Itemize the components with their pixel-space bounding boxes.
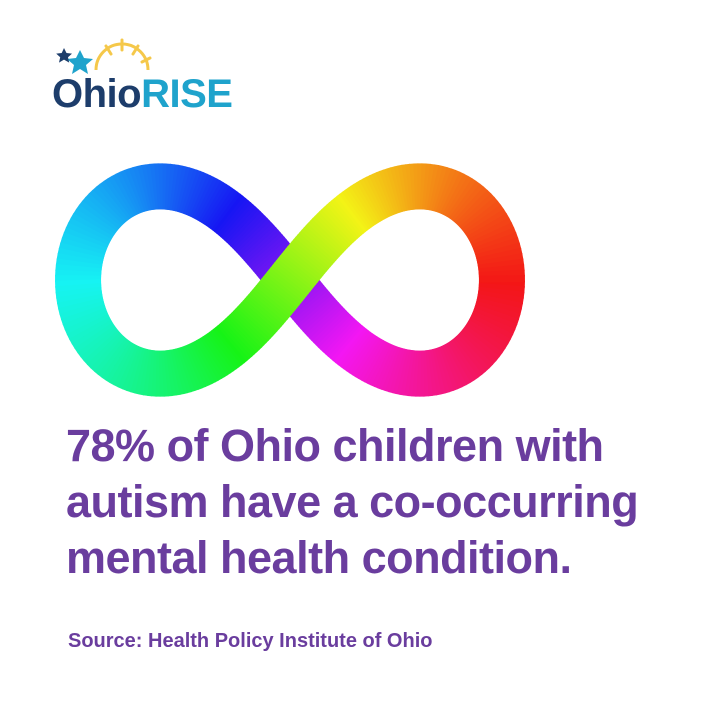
infinity-symbol bbox=[55, 163, 525, 397]
logo: OhioRISE bbox=[52, 72, 233, 117]
source: Source: Health Policy Institute of Ohio bbox=[68, 630, 433, 652]
logo-icon bbox=[56, 38, 152, 74]
headline: 78% of Ohio children with autism have a … bbox=[66, 418, 639, 586]
headline-line: autism have a co-occurring bbox=[66, 476, 639, 527]
star-figure bbox=[67, 50, 93, 74]
headline-line: mental health condition. bbox=[66, 532, 572, 583]
logo-rise: RISE bbox=[141, 72, 233, 116]
logo-ohio: Ohio bbox=[52, 72, 142, 116]
star-figure-small bbox=[56, 48, 72, 63]
headline-line: 78% of Ohio children with bbox=[66, 420, 604, 471]
sun-rays bbox=[104, 38, 152, 64]
